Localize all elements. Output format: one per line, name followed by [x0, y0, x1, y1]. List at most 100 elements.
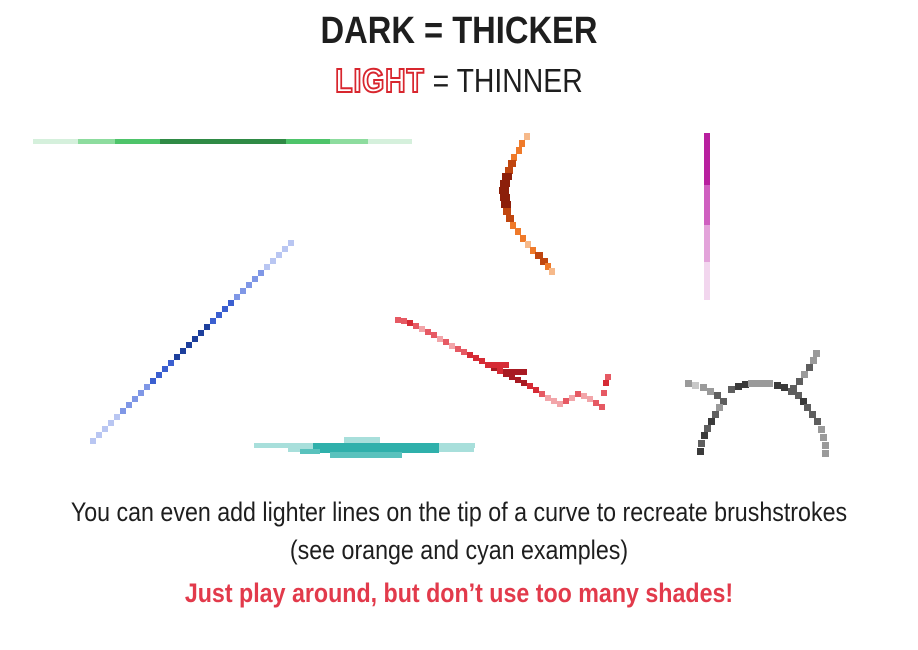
gray-arch-pixel — [697, 448, 704, 455]
blue-line-pixel — [246, 282, 252, 288]
cyan-under — [330, 452, 402, 458]
red-line-pixel — [603, 380, 609, 386]
red-line-pixel — [601, 390, 607, 396]
red-line-pixel — [401, 318, 407, 324]
gray-arch-pixel — [801, 371, 808, 378]
orange-arc-pixel — [519, 140, 525, 147]
blue-line-pixel — [270, 258, 276, 264]
blue-line-pixel — [192, 336, 198, 342]
gray-arch-pixel — [813, 350, 820, 357]
blue-line-pixel — [180, 348, 186, 354]
gray-arch-pixel — [822, 450, 829, 457]
blue-line-pixel — [132, 396, 138, 402]
red-line-pixel — [455, 346, 461, 352]
gray-arch-pixel — [790, 385, 797, 392]
red-line-pixel — [545, 395, 551, 401]
gray-arch-pixel — [810, 357, 817, 364]
orange-arc-pixel — [540, 258, 548, 265]
blue-line-pixel — [90, 438, 96, 444]
blue-line-pixel — [216, 312, 222, 318]
orange-arc-pixel — [505, 167, 513, 174]
red-line-pixel — [593, 400, 599, 406]
red-line-pixel — [443, 339, 449, 345]
gray-arch-pixel — [692, 382, 699, 389]
red-line-pixel — [449, 343, 455, 349]
blue-line-pixel — [150, 378, 156, 384]
cyan-under — [300, 449, 320, 454]
blue-line-pixel — [282, 246, 288, 252]
gray-arch-pixel — [809, 411, 816, 418]
gray-arch-top — [748, 380, 772, 387]
blue-line-pixel — [204, 324, 210, 330]
blue-line-pixel — [144, 384, 150, 390]
gray-arch-pixel — [806, 364, 813, 371]
thicker-word: THICKER — [452, 10, 598, 52]
red-line-pixel — [533, 387, 539, 393]
gray-arch-line — [685, 350, 829, 457]
orange-arc-pixel — [511, 154, 517, 161]
orange-arc-pixel — [500, 194, 510, 201]
red-line-pixel — [569, 395, 575, 401]
blue-line-pixel — [210, 318, 216, 324]
dark-word: DARK — [320, 10, 415, 52]
gray-arch-pixel — [716, 404, 723, 411]
gray-arch-pixel — [774, 382, 781, 389]
red-curved-line — [395, 317, 611, 410]
blue-line-pixel — [288, 240, 294, 246]
green-line-segment — [78, 139, 115, 144]
gray-arch-pixel — [700, 384, 707, 391]
blue-line-pixel — [114, 414, 120, 420]
orange-arc-pixel — [508, 160, 516, 167]
blue-line-pixel — [102, 426, 108, 432]
red-line-pixel — [485, 362, 491, 368]
cyan-brushstroke-line — [254, 437, 475, 458]
magenta-line-segment — [704, 133, 710, 185]
blue-line-pixel — [228, 300, 234, 306]
red-line-pixel — [497, 368, 503, 374]
red-line-pixel — [581, 393, 587, 399]
red-line-pixel — [551, 398, 557, 404]
red-thick-core — [491, 362, 509, 368]
blue-line-pixel — [240, 288, 246, 294]
red-line-pixel — [395, 317, 401, 323]
orange-arc-pixel — [530, 247, 536, 254]
red-line-pixel — [605, 374, 611, 380]
blue-line-pixel — [162, 366, 168, 372]
caption-line-1: You can even add lighter lines on the ti… — [70, 497, 848, 527]
orange-arc-pixel — [549, 268, 555, 275]
blue-line-pixel — [198, 330, 204, 336]
gray-arch-pixel — [701, 432, 708, 439]
orange-arc-pixel — [516, 147, 522, 154]
orange-arc-pixel — [524, 133, 530, 140]
red-line-pixel — [587, 396, 593, 402]
orange-arc-pixel — [503, 208, 511, 215]
gray-arch-pixel — [820, 434, 827, 441]
gray-arch-pixel — [704, 425, 711, 432]
red-line-pixel — [599, 404, 605, 410]
gray-arch-pixel — [714, 392, 721, 399]
blue-line-pixel — [138, 390, 144, 396]
gray-arch-pixel — [795, 392, 802, 399]
red-line-pixel — [473, 355, 479, 361]
caption-line-2: (see orange and cyan examples) — [289, 535, 629, 565]
gray-arch-pixel — [804, 404, 811, 411]
blue-line-pixel — [168, 360, 174, 366]
gray-arch-pixel — [707, 388, 714, 395]
heading-dark-thicker: DARK = THICKER — [64, 10, 853, 53]
orange-arc-pixel — [499, 187, 509, 194]
red-line-pixel — [557, 401, 563, 407]
blue-line-pixel — [276, 252, 282, 258]
cyan-tip — [344, 437, 380, 443]
gray-arch-pixel — [728, 386, 735, 393]
blue-line-pixel — [234, 294, 240, 300]
thinner-word: THINNER — [456, 62, 583, 99]
red-line-pixel — [431, 332, 437, 338]
orange-arc-pixel — [510, 222, 516, 229]
magenta-line-segment — [704, 225, 710, 262]
gray-arch-pixel — [800, 398, 807, 405]
blue-line-pixel — [258, 270, 264, 276]
gray-arch-pixel — [742, 381, 749, 388]
red-line-pixel — [479, 358, 485, 364]
magenta-vertical-line — [704, 133, 710, 300]
